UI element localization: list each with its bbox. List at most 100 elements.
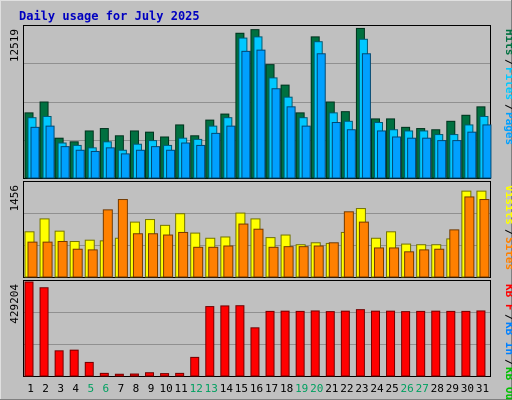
x-tick-label-day-31: 31: [476, 382, 489, 395]
axis-max-label-kbytes: 429204: [8, 284, 21, 324]
bar-visits-sites-sites-day-14: [223, 245, 234, 278]
x-tick-label-day-16: 16: [250, 382, 263, 395]
bar-kbytes-kb-f-day-26: [401, 311, 411, 377]
bar-visits-sites-sites-day-22: [343, 211, 354, 278]
bar-hits-files-pages-pages-day-22: [346, 129, 356, 179]
bar-hits-files-pages-pages-day-19: [301, 125, 311, 179]
bar-kbytes-kb-f-day-22: [340, 310, 350, 377]
bar-hits-files-pages-pages-day-16: [256, 49, 266, 179]
bar-kbytes-kb-f-day-23: [355, 309, 365, 377]
x-tick-label-day-6: 6: [103, 382, 110, 395]
bar-hits-files-pages-pages-day-23: [361, 53, 371, 179]
legend-separator-kbytes-1: /: [503, 359, 512, 366]
bar-visits-sites-sites-day-20: [313, 245, 324, 278]
bar-hits-files-pages-pages-day-18: [286, 106, 296, 179]
x-tick-label-day-2: 2: [42, 382, 49, 395]
bar-visits-sites-sites-day-16: [253, 228, 264, 278]
bar-hits-files-pages-pages-day-24: [376, 130, 386, 179]
bar-visits-sites-sites-day-1: [27, 241, 38, 278]
bar-kbytes-kb-f-day-5: [84, 361, 94, 377]
legend-hits-files-pages-pages: Pages: [503, 112, 512, 145]
legend-separator-kbytes-0: /: [503, 314, 512, 321]
bar-visits-sites-sites-day-11: [178, 231, 189, 278]
x-tick-label-day-27: 27: [416, 382, 429, 395]
x-tick-label-day-21: 21: [325, 382, 338, 395]
bar-kbytes-kb-f-day-3: [54, 350, 64, 377]
x-tick-label-day-13: 13: [205, 382, 218, 395]
bar-kbytes-kb-f-day-14: [220, 305, 230, 377]
bar-hits-files-pages-pages-day-11: [181, 142, 191, 179]
bar-visits-sites-sites-day-15: [238, 223, 249, 278]
bar-visits-sites-sites-day-6: [102, 209, 113, 278]
x-tick-label-day-5: 5: [87, 382, 94, 395]
bar-visits-sites-sites-day-5: [87, 249, 98, 278]
x-tick-label-day-23: 23: [355, 382, 368, 395]
bar-hits-files-pages-pages-day-26: [407, 137, 417, 179]
bar-visits-sites-sites-day-7: [117, 199, 128, 278]
x-tick-label-day-30: 30: [461, 382, 474, 395]
bar-hits-files-pages-pages-day-21: [331, 122, 341, 179]
bar-visits-sites-sites-day-2: [42, 241, 53, 278]
bar-kbytes-kb-f-day-21: [325, 311, 335, 377]
bar-kbytes-kb-f-day-30: [461, 310, 471, 377]
bar-visits-sites-sites-day-25: [389, 247, 400, 278]
bar-hits-files-pages-pages-day-1: [30, 126, 40, 179]
bar-hits-files-pages-pages-day-7: [120, 153, 130, 179]
legend-hits-files-pages-hits: Hits: [503, 29, 512, 56]
bar-hits-files-pages-pages-day-9: [151, 146, 161, 179]
bar-kbytes-kb-f-day-17: [265, 310, 275, 377]
bar-kbytes-kb-f-day-8: [129, 373, 139, 377]
x-tick-label-day-20: 20: [310, 382, 323, 395]
legend-separator-hits-files-pages-1: /: [503, 104, 512, 111]
x-tick-label-day-7: 7: [118, 382, 125, 395]
x-tick-label-day-1: 1: [27, 382, 34, 395]
x-tick-label-day-29: 29: [446, 382, 459, 395]
bar-visits-sites-sites-day-4: [72, 248, 83, 278]
bar-hits-files-pages-pages-day-5: [90, 150, 100, 179]
x-tick-label-day-22: 22: [340, 382, 353, 395]
bar-hits-files-pages-pages-day-25: [392, 136, 402, 179]
bar-visits-sites-sites-day-28: [434, 248, 445, 278]
bar-visits-sites-sites-day-13: [208, 246, 219, 278]
axis-max-label-visits-sites: 1456: [8, 185, 21, 212]
x-tick-label-day-28: 28: [431, 382, 444, 395]
bar-kbytes-kb-f-day-25: [386, 310, 396, 377]
bar-visits-sites-sites-day-10: [163, 234, 174, 278]
x-tick-label-day-3: 3: [57, 382, 64, 395]
bar-hits-files-pages-pages-day-31: [482, 124, 492, 179]
x-tick-label-day-25: 25: [385, 382, 398, 395]
legend-visits-sites-visits: Visits: [503, 185, 512, 225]
bar-kbytes-kb-f-day-24: [370, 310, 380, 377]
bar-hits-files-pages-pages-day-10: [166, 149, 176, 179]
x-tick-label-day-11: 11: [175, 382, 188, 395]
legend-separator-hits-files-pages-0: /: [503, 59, 512, 66]
x-tick-label-day-15: 15: [235, 382, 248, 395]
bar-hits-files-pages-pages-day-20: [316, 53, 326, 179]
bar-kbytes-kb-f-day-18: [280, 310, 290, 377]
x-tick-label-day-24: 24: [370, 382, 384, 395]
legend-hits-files-pages-files: Files: [503, 67, 512, 100]
x-tick-label-day-19: 19: [295, 382, 308, 395]
bar-hits-files-pages-pages-day-2: [45, 125, 55, 179]
bar-kbytes-kb-f-day-15: [235, 305, 245, 377]
bar-kbytes-kb-f-day-2: [39, 287, 49, 377]
bar-hits-files-pages-pages-day-28: [437, 140, 447, 179]
x-tick-label-day-12: 12: [190, 382, 203, 395]
bar-kbytes-kb-f-day-4: [69, 349, 79, 377]
bar-visits-sites-sites-day-31: [479, 199, 490, 278]
bar-hits-files-pages-pages-day-29: [452, 140, 462, 179]
bar-hits-files-pages-pages-day-17: [271, 88, 281, 179]
axis-max-label-hits-files-pages: 12519: [8, 29, 21, 62]
bar-kbytes-kb-f-day-11: [175, 372, 185, 377]
x-tick-label-day-9: 9: [148, 382, 155, 395]
bar-kbytes-kb-f-day-27: [416, 310, 426, 377]
bar-visits-sites-sites-day-18: [283, 246, 294, 278]
x-tick-label-day-26: 26: [401, 382, 414, 395]
x-tick-label-day-8: 8: [133, 382, 140, 395]
bar-visits-sites-sites-day-26: [404, 251, 415, 278]
bar-hits-files-pages-pages-day-30: [467, 131, 477, 179]
bar-visits-sites-sites-day-21: [328, 242, 339, 278]
bar-visits-sites-sites-day-9: [148, 233, 159, 278]
